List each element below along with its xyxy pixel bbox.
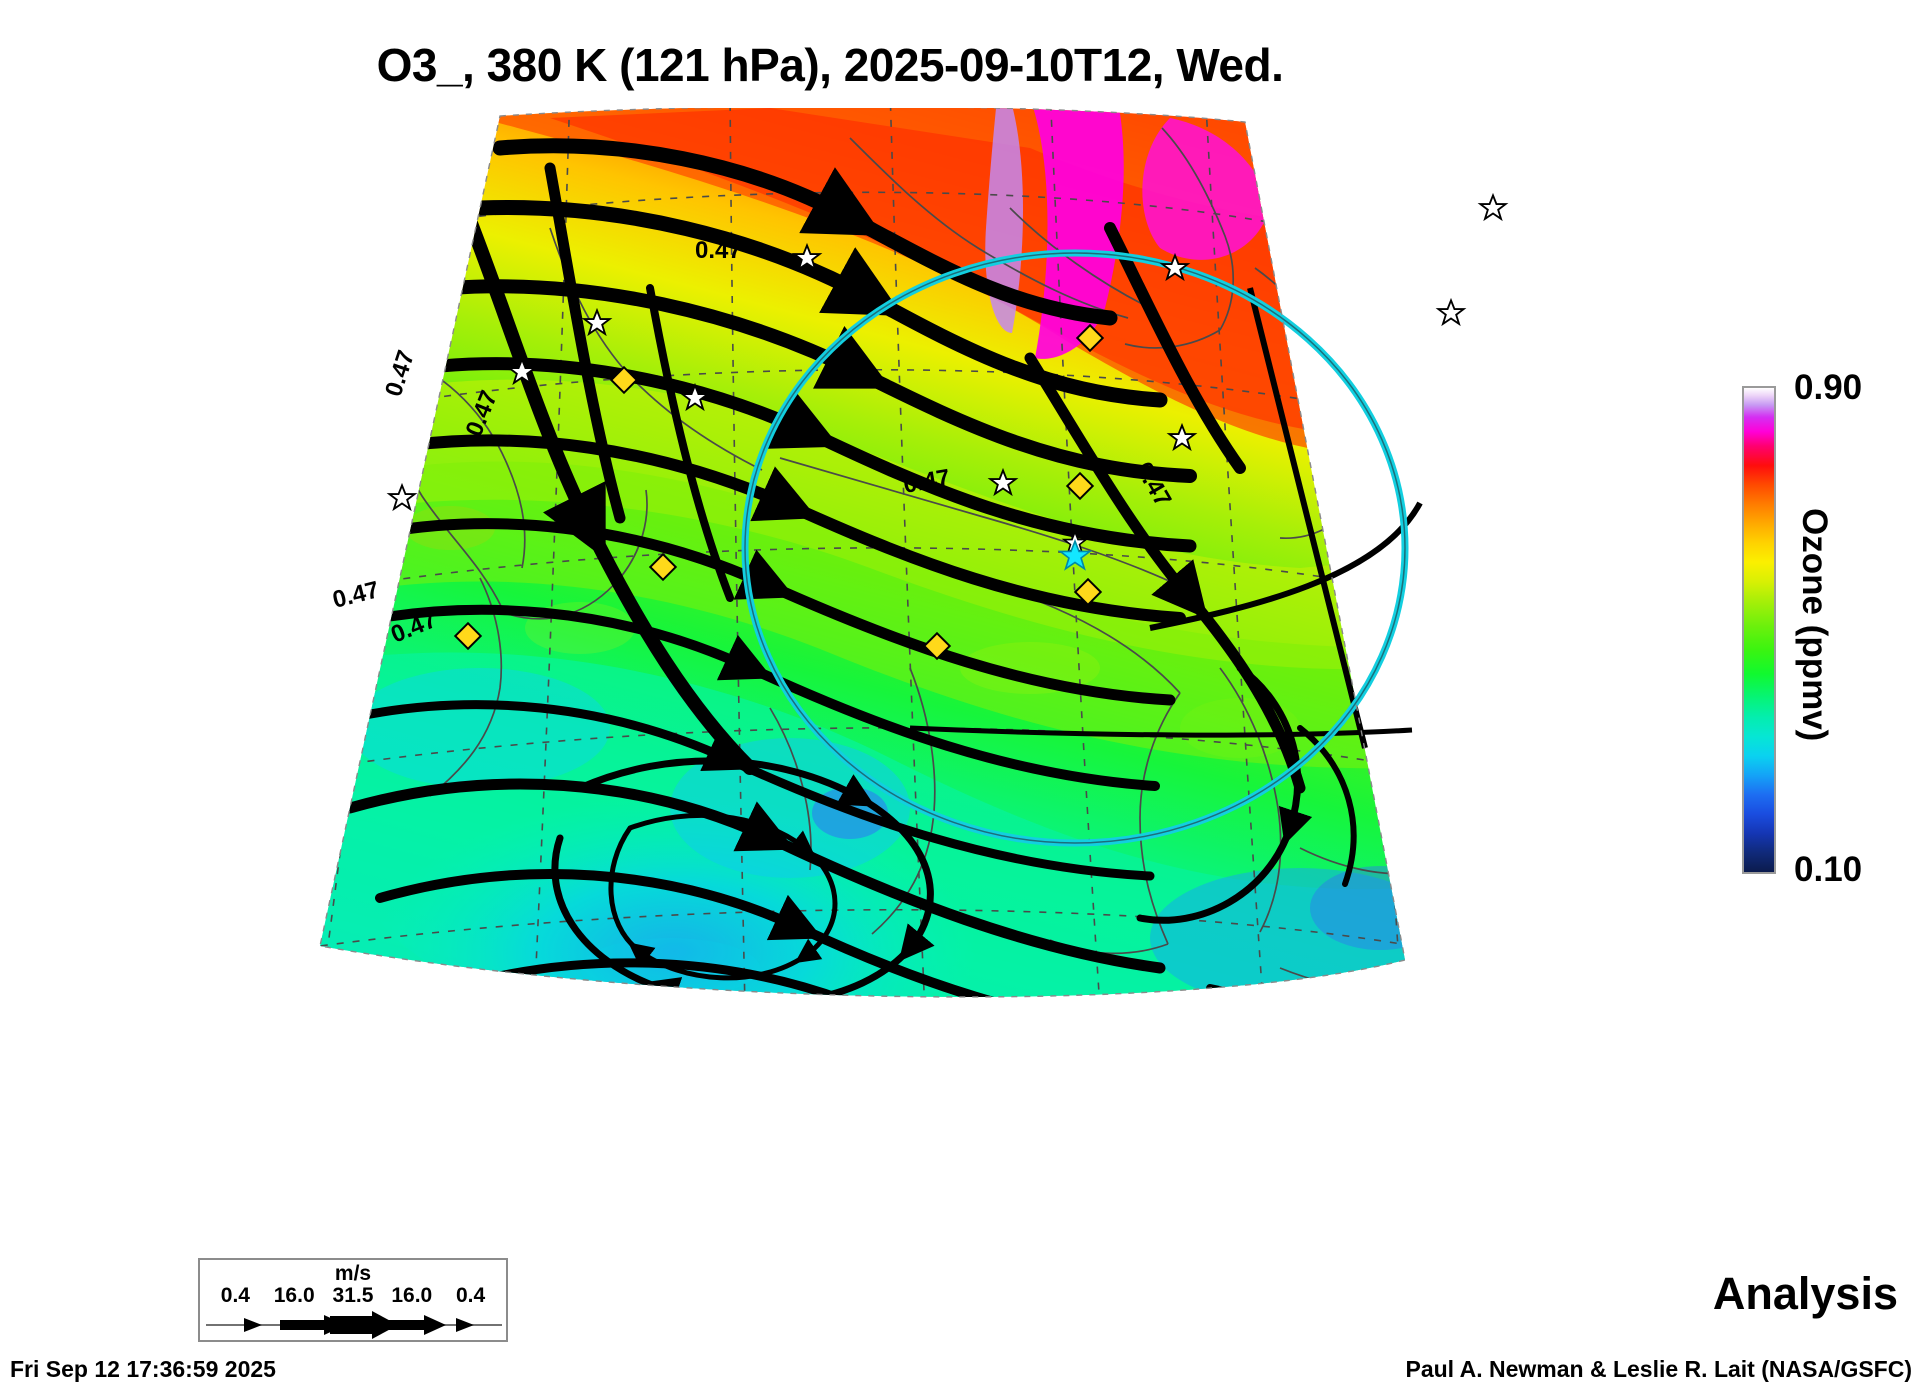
colorbar-min-label: 0.10	[1794, 850, 1863, 889]
wind-legend-value: 16.0	[391, 1284, 433, 1307]
colorbar-max-label: 0.90	[1794, 368, 1863, 407]
wind-streamlines	[320, 138, 1405, 997]
wind-legend-arrow-scale	[206, 1310, 502, 1340]
contour-label: 0.47	[330, 576, 382, 614]
credits: Paul A. Newman & Leslie R. Lait (NASA/GS…	[1405, 1356, 1912, 1382]
overlay-great-circles	[909, 287, 1423, 749]
range-ring-outline	[744, 252, 1406, 844]
contour-label: 0.47	[380, 347, 420, 400]
wind-legend-values: 0.4 16.0 31.5 16.0 0.4	[206, 1284, 500, 1308]
generation-timestamp: Fri Sep 12 17:36:59 2025	[10, 1356, 276, 1382]
wind-legend-value: 31.5	[332, 1284, 374, 1307]
station-marker-star[interactable]	[386, 192, 1509, 555]
contour-label: 0.47	[695, 237, 742, 264]
colorbar: 0.90 0.10 Ozone (ppmv)	[1742, 368, 1862, 889]
highlight-station-star[interactable]	[1057, 538, 1093, 571]
colorbar-axis-title: Ozone (ppmv)	[1795, 508, 1834, 742]
map-panel[interactable]: 0.47 0.47 0.47 0.47 0.47 0.47 0.47	[150, 108, 1570, 1268]
colorbar-gradient	[1742, 386, 1776, 874]
wind-legend-value: 0.4	[455, 1284, 486, 1307]
wind-legend-value: 16.0	[273, 1284, 315, 1307]
wind-legend-unit-label: m/s	[334, 1262, 372, 1285]
analysis-label: Analysis	[1712, 1268, 1898, 1319]
wind-speed-legend: m/s 0.4 16.0 31.5 16.0 0.4	[198, 1258, 508, 1342]
page-title: O3_, 380 K (121 hPa), 2025-09-10T12, Wed…	[376, 39, 1284, 91]
wind-legend-value: 0.4	[220, 1284, 250, 1307]
station-markers[interactable]	[386, 192, 1509, 661]
station-marker-diamond[interactable]	[453, 323, 1105, 661]
